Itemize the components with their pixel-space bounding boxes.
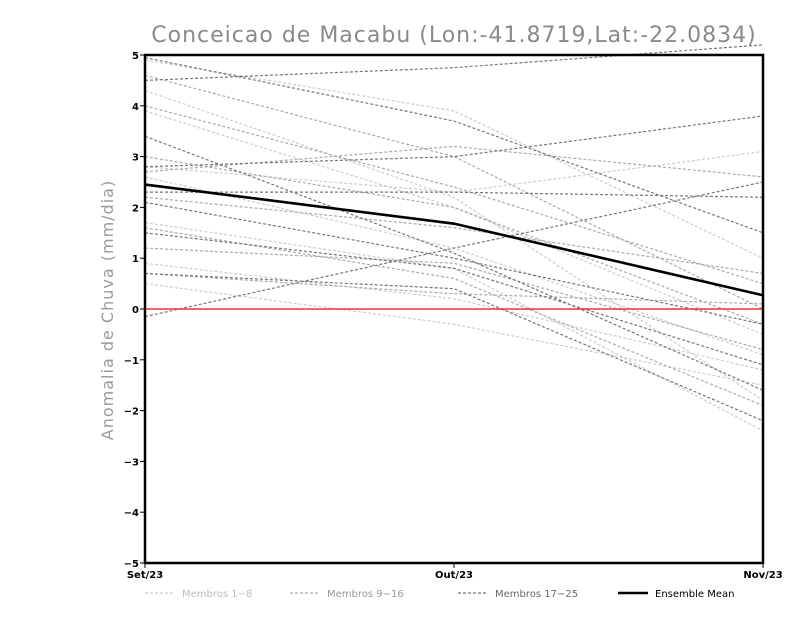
y-tick-label: 4 [132,102,139,113]
x-tick-label: Out/23 [435,570,473,581]
legend-label: Membros 17−25 [495,589,578,600]
member-line-m7 [144,283,764,386]
y-tick-label: −5 [124,559,139,570]
y-ticks: 5 4 3 2 1 0 −1 −2 −3 −4 −5 [124,51,145,570]
member-line-m6 [144,262,764,371]
member-line-m10 [144,105,764,285]
y-axis-label: Anomalia de Chuva (mm/dia) [98,180,117,440]
x-tick-label: Set/23 [127,570,163,581]
member-line-m25 [144,115,764,168]
x-ticks: Set/23 Out/23 Nov/23 [127,563,783,581]
x-tick-label: Nov/23 [743,570,782,581]
y-tick-label: 1 [132,254,139,265]
member-line-m14 [144,272,764,305]
member-line-m12 [144,196,764,275]
member-line-m22 [144,232,764,366]
member-line-m1 [144,59,764,259]
legend: Membros 1−8 Membros 9−16 Membros 17−25 Ense… [145,589,734,600]
member-line-m24 [144,181,764,318]
member-lines [144,44,764,432]
legend-label: Membros 1−8 [182,589,252,600]
member-line-m2 [144,89,764,401]
member-line-m17 [144,56,764,234]
member-line-m13 [144,227,764,407]
member-line-m5 [144,222,764,432]
ensemble-mean-line [144,183,764,297]
member-line-m20 [145,191,764,198]
legend-label: Membros 9−16 [327,589,404,600]
chart-title: Conceicao de Macabu (Lon:-41.8719,Lat:-2… [151,23,756,48]
y-tick-label: −1 [124,356,139,367]
y-tick-label: 5 [132,51,139,62]
member-line-m8 [144,176,764,356]
member-line-m3 [144,110,764,335]
member-line-m4 [144,150,764,193]
legend-label: Ensemble Mean [655,589,734,600]
member-line-m16 [144,145,764,178]
member-line-m18 [144,44,764,81]
y-tick-label: −4 [124,508,139,519]
y-tick-label: 3 [132,153,139,164]
y-tick-label: −3 [124,457,139,468]
member-line-m9 [144,74,764,310]
member-line-m19 [144,135,764,391]
y-tick-label: 0 [132,305,139,316]
y-tick-label: −2 [124,407,139,418]
y-tick-label: 2 [132,203,139,214]
